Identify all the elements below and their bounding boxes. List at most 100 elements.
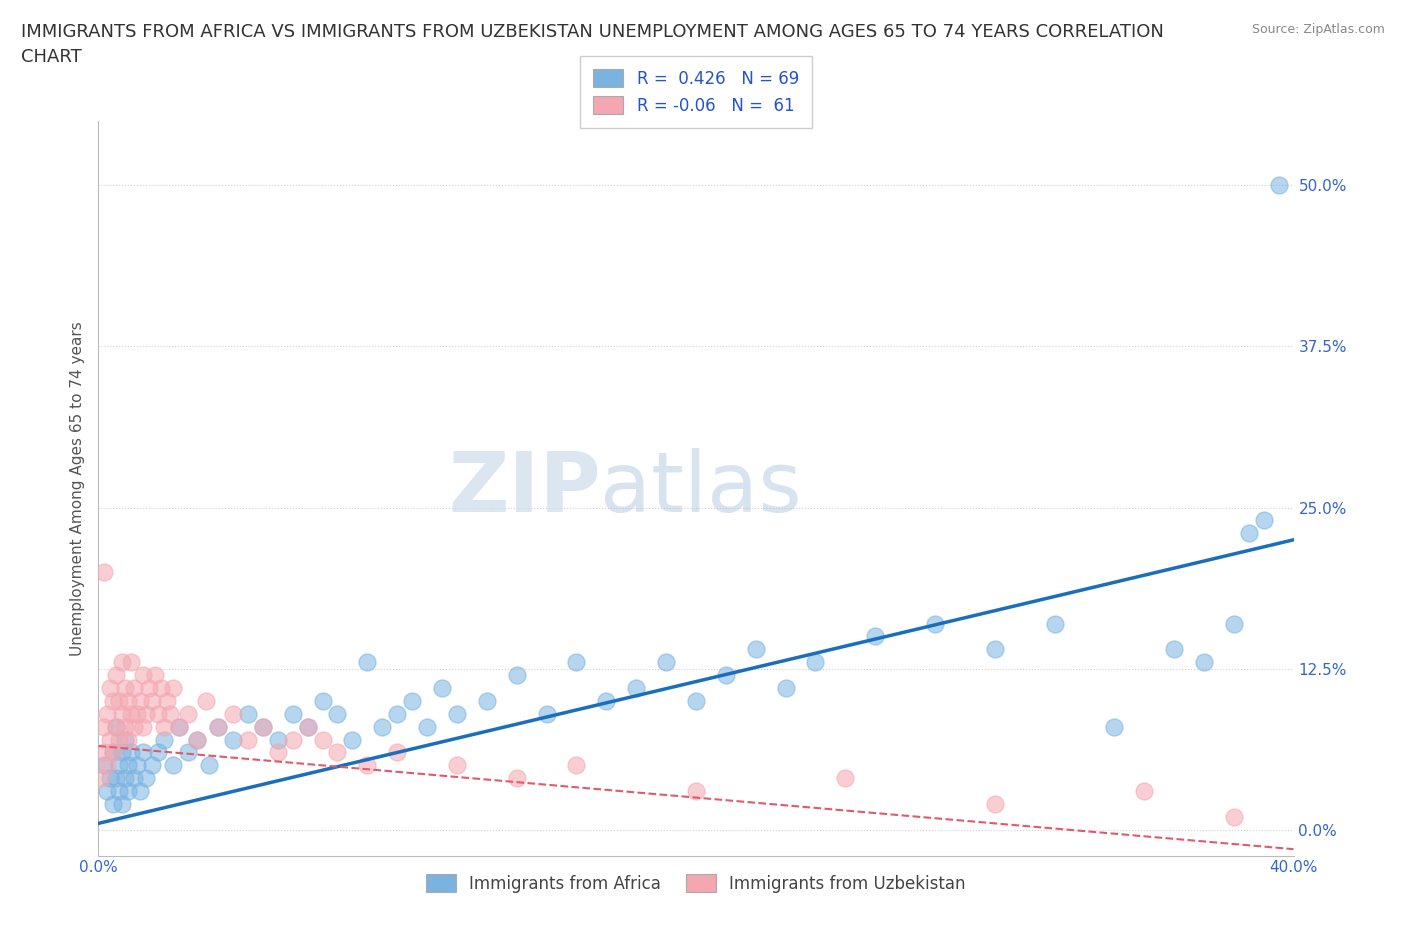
Point <box>132 668 155 683</box>
Point <box>103 745 125 760</box>
Point <box>159 707 181 722</box>
Point <box>129 784 152 799</box>
Point <box>162 758 184 773</box>
Point <box>177 745 200 760</box>
Point <box>207 719 229 734</box>
Point <box>356 655 378 670</box>
Point <box>311 694 333 709</box>
Point <box>96 784 118 799</box>
Point <box>195 694 218 709</box>
Point <box>148 745 170 760</box>
Point <box>167 719 190 734</box>
Point <box>105 719 128 734</box>
Point <box>385 745 409 760</box>
Point <box>924 617 946 631</box>
Point <box>162 681 184 696</box>
Point <box>416 719 439 734</box>
Point <box>222 732 245 747</box>
Point <box>385 707 409 722</box>
Point <box>120 655 142 670</box>
Point <box>114 681 136 696</box>
Point <box>626 681 648 696</box>
Point <box>150 681 173 696</box>
Point <box>714 668 737 683</box>
Point <box>98 681 122 696</box>
Point <box>252 719 274 734</box>
Point <box>401 694 423 709</box>
Point <box>103 694 125 709</box>
Point <box>775 681 797 696</box>
Point <box>297 719 319 734</box>
Point <box>281 707 304 722</box>
Point <box>198 758 221 773</box>
Point <box>117 758 139 773</box>
Point <box>124 681 146 696</box>
Legend: Immigrants from Africa, Immigrants from Uzbekistan: Immigrants from Africa, Immigrants from … <box>412 860 980 906</box>
Point <box>135 771 157 786</box>
Point <box>129 694 152 709</box>
Point <box>90 771 112 786</box>
Point <box>984 642 1007 657</box>
Point <box>1267 178 1289 193</box>
Point <box>156 694 179 709</box>
Point <box>117 784 139 799</box>
Point <box>167 719 190 734</box>
Point <box>93 719 115 734</box>
Point <box>93 745 115 760</box>
Point <box>1163 642 1185 657</box>
Point <box>108 758 131 773</box>
Point <box>108 784 131 799</box>
Point <box>141 758 163 773</box>
Point <box>446 758 468 773</box>
Point <box>186 732 208 747</box>
Point <box>148 707 170 722</box>
Point <box>132 719 155 734</box>
Point <box>1104 719 1126 734</box>
Point <box>236 732 259 747</box>
Point <box>865 629 887 644</box>
Point <box>108 694 131 709</box>
Point <box>114 771 136 786</box>
Point <box>834 771 856 786</box>
Point <box>356 758 378 773</box>
Point <box>127 707 149 722</box>
Point <box>98 732 122 747</box>
Point <box>984 797 1007 812</box>
Point <box>565 655 588 670</box>
Point <box>475 694 498 709</box>
Point <box>685 784 707 799</box>
Point <box>124 771 146 786</box>
Point <box>143 668 166 683</box>
Point <box>120 707 142 722</box>
Point <box>1223 617 1246 631</box>
Point <box>207 719 229 734</box>
Point <box>111 797 134 812</box>
Point <box>236 707 259 722</box>
Y-axis label: Unemployment Among Ages 65 to 74 years: Unemployment Among Ages 65 to 74 years <box>69 321 84 656</box>
Point <box>103 745 125 760</box>
Point <box>311 732 333 747</box>
Point <box>105 668 128 683</box>
Point <box>326 745 349 760</box>
Point <box>430 681 453 696</box>
Point <box>138 681 160 696</box>
Point <box>111 707 134 722</box>
Point <box>93 565 115 579</box>
Text: atlas: atlas <box>600 447 801 529</box>
Point <box>326 707 349 722</box>
Point <box>124 719 146 734</box>
Point <box>98 771 122 786</box>
Point <box>1192 655 1215 670</box>
Point <box>1237 526 1260 541</box>
Point <box>111 655 134 670</box>
Point <box>1133 784 1156 799</box>
Point <box>96 758 118 773</box>
Point <box>655 655 678 670</box>
Point <box>1253 513 1275 528</box>
Point <box>114 732 136 747</box>
Point <box>96 707 118 722</box>
Point <box>1043 617 1066 631</box>
Point <box>281 732 304 747</box>
Text: IMMIGRANTS FROM AFRICA VS IMMIGRANTS FROM UZBEKISTAN UNEMPLOYMENT AMONG AGES 65 : IMMIGRANTS FROM AFRICA VS IMMIGRANTS FRO… <box>21 23 1164 66</box>
Point <box>745 642 768 657</box>
